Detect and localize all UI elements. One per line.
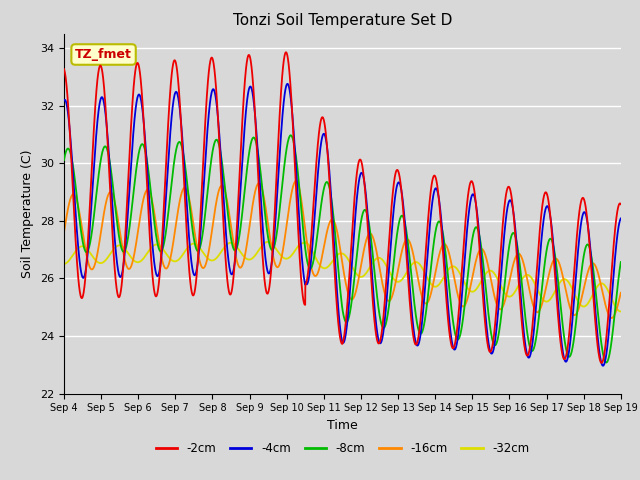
-16cm <box>292 178 300 184</box>
-32cm <box>274 248 282 254</box>
-2cm <box>617 201 625 207</box>
-16cm <box>617 290 625 296</box>
-32cm <box>546 297 554 302</box>
-32cm <box>617 309 625 314</box>
-16cm <box>274 264 282 270</box>
-16cm <box>60 229 68 235</box>
-2cm <box>606 288 614 293</box>
-4cm <box>60 97 68 103</box>
-32cm <box>264 239 272 245</box>
-8cm <box>124 238 131 244</box>
-4cm <box>546 212 554 218</box>
-2cm <box>282 49 290 55</box>
-16cm <box>608 315 616 321</box>
-32cm <box>124 250 131 255</box>
-8cm <box>274 225 282 231</box>
-4cm <box>606 313 614 319</box>
-16cm <box>157 250 164 255</box>
-8cm <box>157 249 164 254</box>
Line: -16cm: -16cm <box>64 181 621 318</box>
-32cm <box>606 292 614 298</box>
-4cm <box>599 363 607 369</box>
-8cm <box>60 157 68 163</box>
-2cm <box>546 211 554 216</box>
-2cm <box>274 153 282 159</box>
-8cm <box>602 360 610 365</box>
-16cm <box>606 314 614 320</box>
X-axis label: Time: Time <box>327 419 358 432</box>
-2cm <box>157 261 164 266</box>
Line: -32cm: -32cm <box>64 242 621 312</box>
-8cm <box>606 348 614 353</box>
Line: -8cm: -8cm <box>64 135 621 362</box>
-2cm <box>60 66 68 72</box>
-16cm <box>124 265 131 271</box>
-4cm <box>298 254 306 260</box>
Text: TZ_fmet: TZ_fmet <box>75 48 132 61</box>
-4cm <box>157 262 164 267</box>
-8cm <box>546 236 554 241</box>
Y-axis label: Soil Temperature (C): Soil Temperature (C) <box>22 149 35 278</box>
-16cm <box>546 267 554 273</box>
Legend: -2cm, -4cm, -8cm, -16cm, -32cm: -2cm, -4cm, -8cm, -16cm, -32cm <box>151 437 534 460</box>
-2cm <box>598 360 605 366</box>
-8cm <box>617 259 625 265</box>
-8cm <box>298 214 306 219</box>
-16cm <box>298 201 306 206</box>
-32cm <box>157 243 164 249</box>
-4cm <box>617 216 625 221</box>
-4cm <box>284 81 291 87</box>
-8cm <box>287 132 294 138</box>
-2cm <box>298 285 306 290</box>
-32cm <box>298 240 306 246</box>
-4cm <box>124 216 131 222</box>
Line: -4cm: -4cm <box>64 84 621 366</box>
Title: Tonzi Soil Temperature Set D: Tonzi Soil Temperature Set D <box>233 13 452 28</box>
-32cm <box>60 261 68 267</box>
Line: -2cm: -2cm <box>64 52 621 363</box>
-4cm <box>274 186 282 192</box>
-2cm <box>124 191 131 197</box>
